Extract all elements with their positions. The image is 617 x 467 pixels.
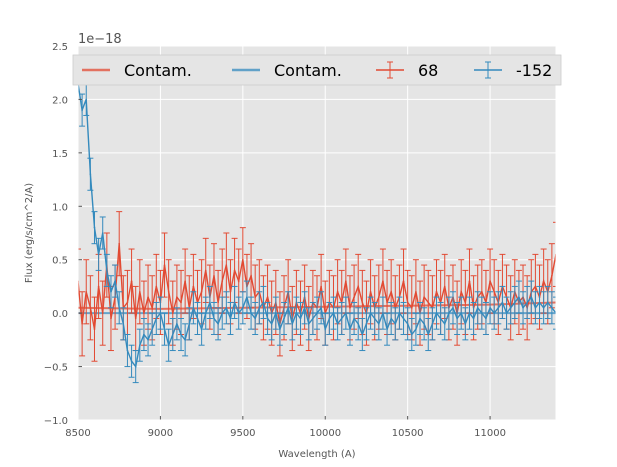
x-tick-label: 10000	[309, 428, 341, 439]
legend-entry: Contam.	[232, 61, 342, 80]
legend-entry: -152	[474, 61, 552, 80]
x-tick-label: 9500	[230, 428, 255, 439]
y-tick-label: 2.0	[52, 95, 68, 106]
y-tick-label: 2.5	[52, 42, 68, 53]
legend-entry: 68	[376, 61, 438, 80]
y-tick-label: 1.5	[52, 149, 68, 160]
y-tick-label: −0.5	[44, 363, 68, 374]
series-3	[78, 66, 556, 384]
y-tick-label: 1.0	[52, 202, 68, 213]
x-tick-label: 8500	[65, 428, 90, 439]
series-line	[78, 83, 556, 369]
y-offset-label: 1e−18	[78, 32, 122, 47]
legend-label: -152	[516, 61, 552, 80]
legend-label: Contam.	[124, 61, 192, 80]
y-tick-label: 0.5	[52, 256, 68, 267]
y-axis-label: Flux (erg/s/cm^2/A)	[24, 183, 35, 283]
y-tick-label: −1.0	[44, 416, 68, 427]
x-tick-label: 9000	[148, 428, 173, 439]
x-tick-label: 11000	[474, 428, 506, 439]
y-tick-label: 0.0	[52, 309, 68, 320]
legend-label: Contam.	[274, 61, 342, 80]
plot-frame	[77, 45, 557, 421]
legend-label: 68	[418, 61, 438, 80]
plot-area	[78, 46, 556, 420]
x-axis-label: Wavelength (A)	[278, 449, 355, 460]
x-tick-label: 10500	[392, 428, 424, 439]
legend-entry: Contam.	[82, 61, 192, 80]
series-layer	[78, 66, 556, 384]
axes: 8500 9000 9500 10000 10500 11000 −1.0 −0.5 0.0 0.…	[44, 42, 557, 439]
legend: Contam. Contam. 68 -152	[72, 54, 562, 86]
